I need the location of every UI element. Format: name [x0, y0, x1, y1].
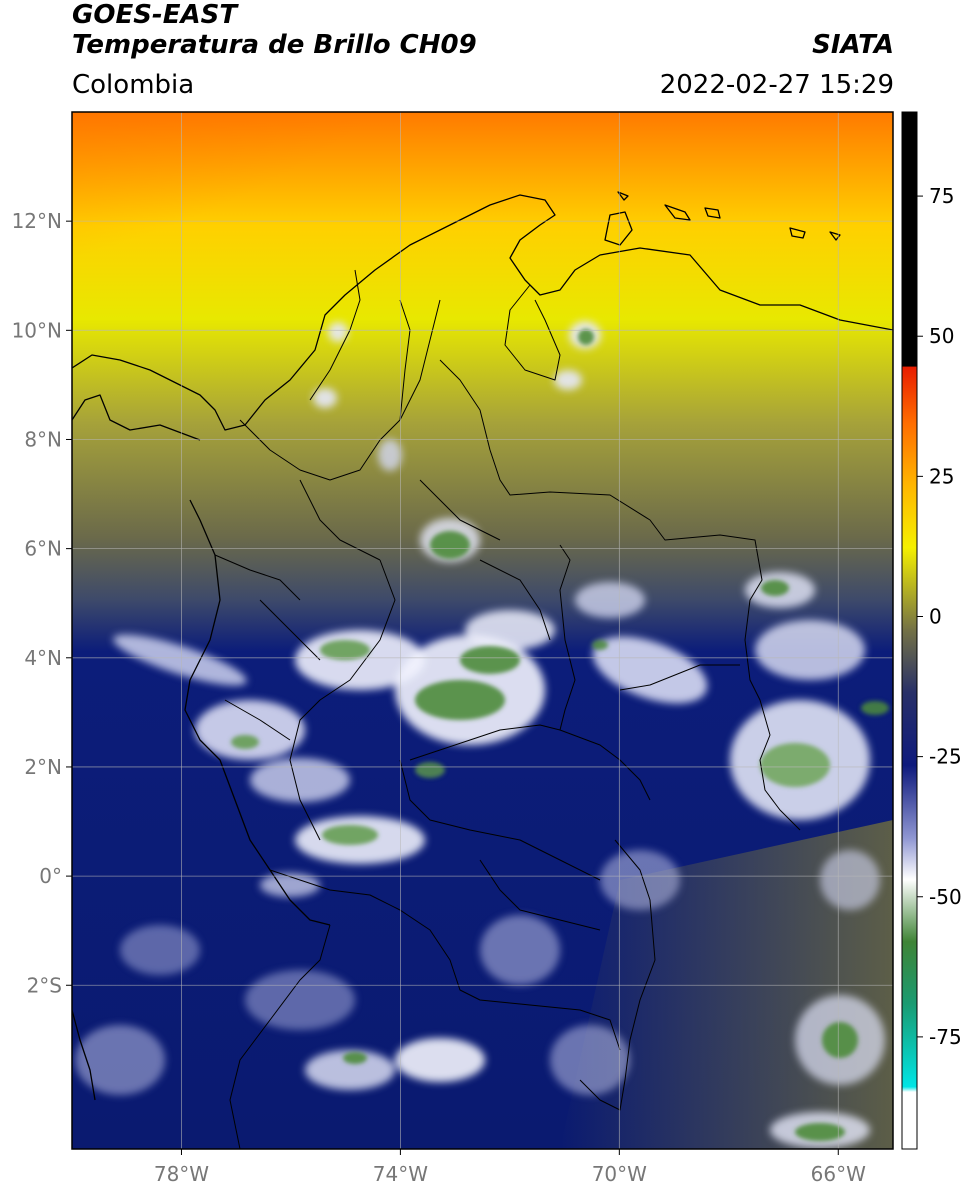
lat-tick-label: 0° — [39, 864, 62, 888]
colorbar-tick-label: -25 — [929, 745, 962, 769]
colorbar-tick-label: 0 — [929, 604, 942, 628]
lat-tick-label: 12°N — [12, 209, 62, 233]
lat-gridlines — [72, 220, 893, 986]
cloud-field-green — [231, 329, 889, 1141]
lat-tick-label: 8°N — [24, 427, 62, 451]
lon-tick-label: 74°W — [373, 1162, 428, 1186]
lat-tick-label: 2°N — [24, 755, 62, 779]
colorbar-tick-label: 75 — [929, 184, 954, 208]
colorbar-tick-label: -50 — [929, 885, 962, 909]
longitude-tick-labels: 78°W 74°W 70°W 66°W — [154, 1149, 866, 1186]
title-line1: GOES-EAST — [72, 0, 238, 30]
lat-tick-label: 10°N — [12, 318, 62, 342]
lat-tick-label: 2°S — [27, 973, 62, 997]
lon-tick-label: 70°W — [592, 1162, 647, 1186]
lon-tick-label: 78°W — [154, 1162, 209, 1186]
lon-tick-label: 66°W — [811, 1162, 866, 1186]
colorbar-tick-label: 25 — [929, 464, 954, 488]
colorbar: 75 50 25 0 -25 -50 -75 — [901, 111, 962, 1150]
lat-tick-label: 6°N — [24, 537, 62, 561]
datetime-label: 2022-02-27 15:29 — [659, 70, 894, 100]
latitude-tick-labels: 12°N 10°N 8°N 6°N 4°N 2°N 0° 2°S — [12, 209, 72, 997]
colorbar-tick-label: 50 — [929, 324, 954, 348]
colorbar-gradient — [901, 111, 918, 1150]
brightness-temperature-field — [72, 112, 893, 1149]
cloud-field-white — [75, 321, 885, 1148]
admin-borders — [214, 269, 801, 1149]
lon-gridlines — [181, 112, 839, 1149]
coastline — [72, 191, 893, 1101]
map-frame — [71, 111, 894, 1150]
lat-tick-label: 4°N — [24, 646, 62, 670]
colorbar-ticks: 75 50 25 0 -25 -50 -75 — [917, 184, 962, 1049]
region-label: Colombia — [72, 70, 195, 100]
title-line2: Temperatura de Brillo CH09 — [72, 30, 477, 60]
organization-label: SIATA — [812, 30, 894, 60]
colorbar-tick-label: -75 — [929, 1025, 962, 1049]
